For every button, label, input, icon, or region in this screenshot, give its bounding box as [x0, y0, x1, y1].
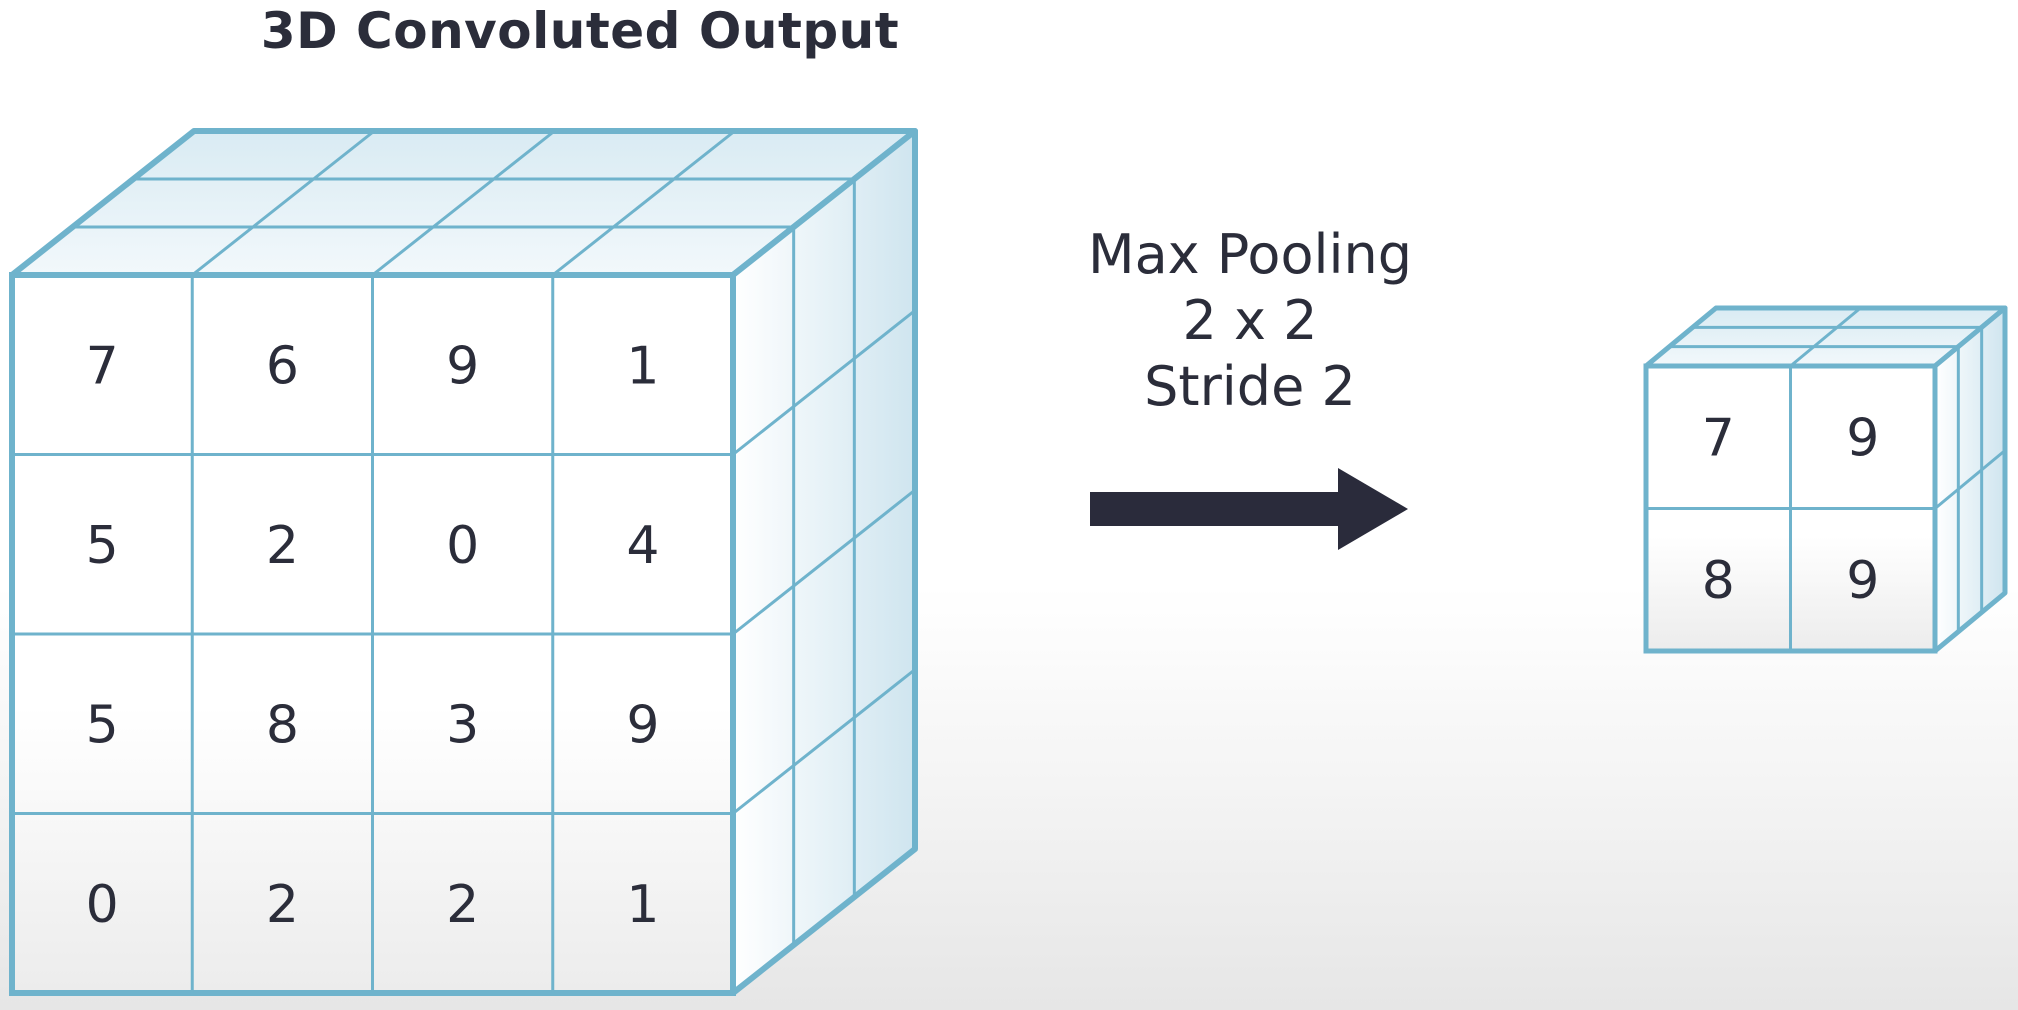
input-top-grid-line	[551, 129, 736, 277]
input-top-grid-line	[371, 129, 556, 277]
output-cell-r0c1: 9	[1846, 408, 1879, 468]
pool-size-label: 2 x 2	[1182, 289, 1318, 352]
input-cell-r3c3: 1	[626, 875, 659, 935]
input-cell-r2c1: 8	[266, 695, 299, 755]
input-cell-r2c3: 9	[626, 695, 659, 755]
input-cell-r0c1: 6	[266, 336, 299, 396]
output-cell-r0c0: 7	[1702, 408, 1735, 468]
input-cell-r2c0: 5	[86, 695, 119, 755]
input-cell-r1c1: 2	[266, 516, 299, 576]
input-side-grid-line	[732, 309, 916, 456]
input-feature-map-cube: 7 6 9 1 5 2 0 4 5 8 3 9 0 2 2 1	[9, 128, 918, 996]
input-cell-r0c0: 7	[86, 336, 119, 396]
input-cell-r2c2: 3	[446, 695, 479, 755]
output-side-grid-line	[1934, 449, 2006, 510]
input-cell-r1c0: 5	[86, 516, 119, 576]
arrow-right-icon	[1090, 468, 1408, 550]
output-cell-r1c1: 9	[1846, 551, 1879, 611]
pooled-output-cube: 7 9 8 9	[1643, 305, 2008, 654]
input-cell-r3c2: 2	[446, 875, 479, 935]
input-cell-r1c3: 4	[626, 516, 659, 576]
input-cell-r0c3: 1	[626, 336, 659, 396]
input-side-grid-line	[732, 488, 916, 636]
stride-label: Stride 2	[1144, 355, 1356, 418]
output-cell-r1c0: 8	[1702, 551, 1735, 611]
input-cell-r1c2: 0	[446, 516, 479, 576]
output-top-grid-line	[1789, 306, 1862, 368]
input-side-grid-line	[732, 668, 916, 815]
diagram-title: 3D Convoluted Output	[260, 2, 900, 60]
input-cell-r3c0: 0	[86, 875, 119, 935]
operation-name-label: Max Pooling	[1087, 223, 1413, 286]
input-top-grid-line	[191, 129, 376, 277]
input-cell-r3c1: 2	[266, 875, 299, 935]
input-cell-r0c2: 9	[446, 336, 479, 396]
